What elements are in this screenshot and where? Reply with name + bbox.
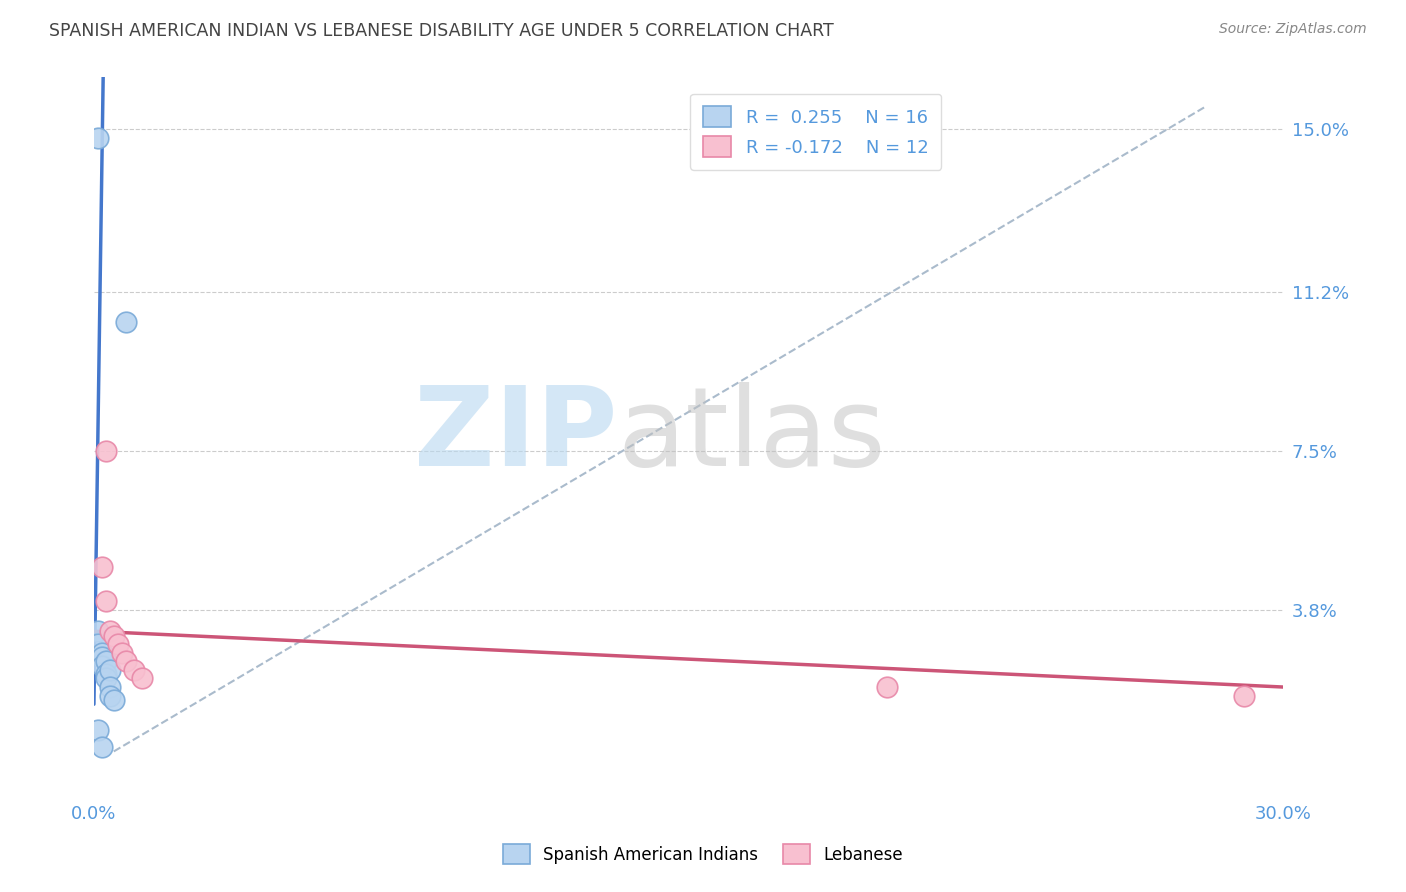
- Legend: R =  0.255    N = 16, R = -0.172    N = 12: R = 0.255 N = 16, R = -0.172 N = 12: [690, 94, 941, 169]
- Point: [90, 650, 112, 665]
- Text: Source: ZipAtlas.com: Source: ZipAtlas.com: [1219, 22, 1367, 37]
- Point: [87, 624, 110, 639]
- Point: [103, 693, 125, 707]
- Point: [87, 637, 110, 651]
- Point: [90, 658, 112, 673]
- Point: [107, 637, 129, 651]
- Point: [98, 689, 121, 703]
- Point: [114, 315, 136, 329]
- Point: [90, 646, 112, 660]
- Point: [111, 646, 134, 660]
- Point: [131, 672, 153, 686]
- Point: [94, 667, 117, 681]
- Point: [94, 654, 117, 668]
- Text: ZIP: ZIP: [413, 383, 617, 490]
- Point: [103, 628, 125, 642]
- Point: [98, 663, 121, 677]
- Point: [876, 680, 898, 694]
- Point: [87, 723, 110, 737]
- Point: [114, 654, 136, 668]
- Point: [87, 130, 110, 145]
- Point: [98, 624, 121, 639]
- Point: [94, 444, 117, 458]
- Point: [98, 680, 121, 694]
- Point: [1233, 689, 1256, 703]
- Point: [90, 740, 112, 755]
- Point: [90, 559, 112, 574]
- Text: atlas: atlas: [617, 383, 886, 490]
- Point: [94, 672, 117, 686]
- Text: SPANISH AMERICAN INDIAN VS LEBANESE DISABILITY AGE UNDER 5 CORRELATION CHART: SPANISH AMERICAN INDIAN VS LEBANESE DISA…: [49, 22, 834, 40]
- Point: [94, 594, 117, 608]
- Legend: Spanish American Indians, Lebanese: Spanish American Indians, Lebanese: [496, 838, 910, 871]
- Point: [122, 663, 145, 677]
